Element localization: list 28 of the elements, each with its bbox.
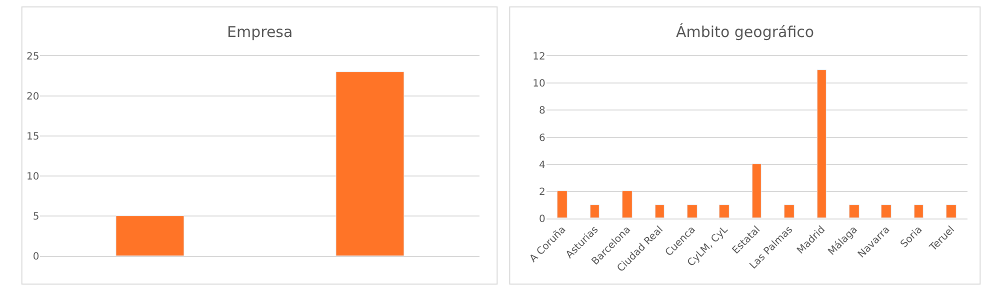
y-tick-label: 2: [539, 186, 546, 198]
bar: [556, 190, 568, 218]
y-tick-label: 5: [32, 212, 40, 223]
bar: [718, 204, 730, 218]
bar: [880, 204, 892, 218]
bar: [816, 70, 826, 218]
bar: [752, 164, 762, 218]
bar: [590, 204, 600, 218]
y-tick-label: 12: [532, 52, 546, 63]
bar: [686, 204, 698, 218]
y-tick-label: 15: [26, 132, 40, 143]
y-tick-label: 8: [539, 106, 546, 117]
bar: [654, 204, 664, 218]
y-tick-label: 20: [26, 92, 40, 103]
y-tick-label: 4: [539, 160, 546, 171]
bar: [946, 204, 956, 218]
y-tick-label: 6: [539, 132, 546, 144]
y-tick-label: 0: [539, 214, 546, 226]
y-tick-label: 10: [532, 78, 546, 90]
chart-title: Ámbito geográfico: [676, 23, 814, 41]
bar: [784, 204, 794, 218]
chart-title: Empresa: [227, 23, 293, 41]
bar: [848, 204, 860, 218]
bar: [914, 204, 924, 218]
y-tick-label: 0: [32, 252, 40, 263]
y-tick-label: 25: [26, 52, 40, 63]
bar: [622, 190, 632, 218]
y-tick-label: 10: [26, 172, 40, 183]
